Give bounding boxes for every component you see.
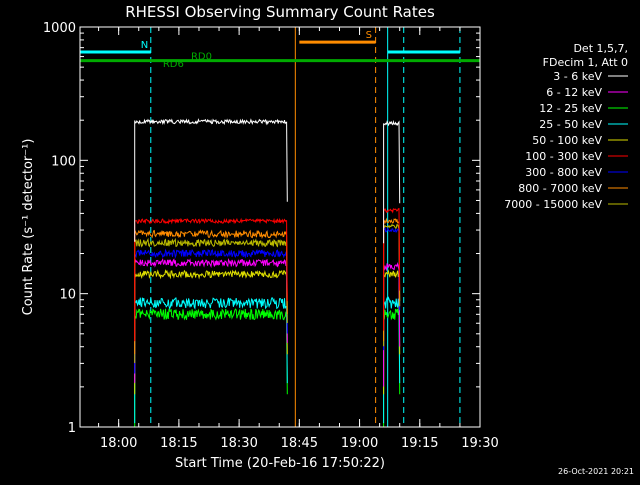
series-line: [383, 296, 401, 424]
y-tick-label: 1000: [43, 21, 76, 36]
x-tick-label: 18:45: [281, 436, 318, 451]
series-line: [383, 207, 401, 331]
x-tick-label: 18:15: [160, 436, 197, 451]
plot-frame: [79, 26, 481, 428]
y-tick-label: 100: [51, 154, 76, 169]
x-tick-label: 19:30: [461, 436, 498, 451]
footer-timestamp: 26-Oct-2021 20:21: [558, 467, 634, 476]
legend-entry-label: 300 - 800 keV: [525, 166, 602, 179]
y-axis-label: Count Rate (s⁻¹ detector⁻¹): [21, 139, 36, 316]
legend-header: Det 1,5,7,: [573, 42, 628, 55]
series-line: [383, 226, 401, 351]
flag-label: RD6: [163, 59, 184, 70]
series-line: [383, 223, 401, 347]
series-line: [134, 118, 288, 242]
legend-entry-label: 25 - 50 keV: [539, 118, 602, 131]
legend-entry-label: 100 - 300 keV: [525, 150, 602, 163]
flag-label: S: [366, 30, 372, 41]
legend-entry-label: 50 - 100 keV: [532, 134, 602, 147]
x-tick-label: 18:00: [100, 436, 137, 451]
series-line: [383, 262, 401, 387]
series-line: [383, 269, 401, 395]
series-line: [134, 248, 288, 374]
series-line: [134, 257, 288, 383]
series-line: [134, 237, 288, 363]
series-line: [383, 217, 401, 342]
legend-header: FDecim 1, Att 0: [543, 56, 628, 69]
flag-label: N: [141, 40, 148, 51]
series-line: [134, 217, 288, 342]
legend-entry-label: 7000 - 15000 keV: [504, 198, 602, 211]
series-line: [383, 308, 401, 427]
y-tick-label: 1: [68, 421, 76, 436]
series-line: [134, 229, 288, 354]
legend-entry-label: 3 - 6 keV: [553, 70, 602, 83]
x-tick-label: 19:00: [341, 436, 378, 451]
series-line: [134, 297, 288, 424]
legend-entry-label: 800 - 7000 keV: [518, 182, 602, 195]
y-tick-label: 10: [59, 288, 76, 303]
x-tick-label: 19:15: [401, 436, 438, 451]
flag-label: RD0: [191, 52, 212, 63]
chart-title: RHESSI Observing Summary Count Rates: [125, 3, 435, 21]
legend: Det 1,5,7,FDecim 1, Att 03 - 6 keV 6 - 12…: [504, 42, 628, 211]
series-line: [134, 268, 288, 395]
series-line: [383, 119, 401, 244]
series-line: [134, 308, 288, 427]
x-axis-label: Start Time (20-Feb-16 17:50:22): [175, 456, 385, 471]
x-tick-label: 18:30: [220, 436, 257, 451]
legend-entry-label: 6 - 12 keV: [546, 86, 602, 99]
legend-entry-label: 12 - 25 keV: [539, 102, 602, 115]
